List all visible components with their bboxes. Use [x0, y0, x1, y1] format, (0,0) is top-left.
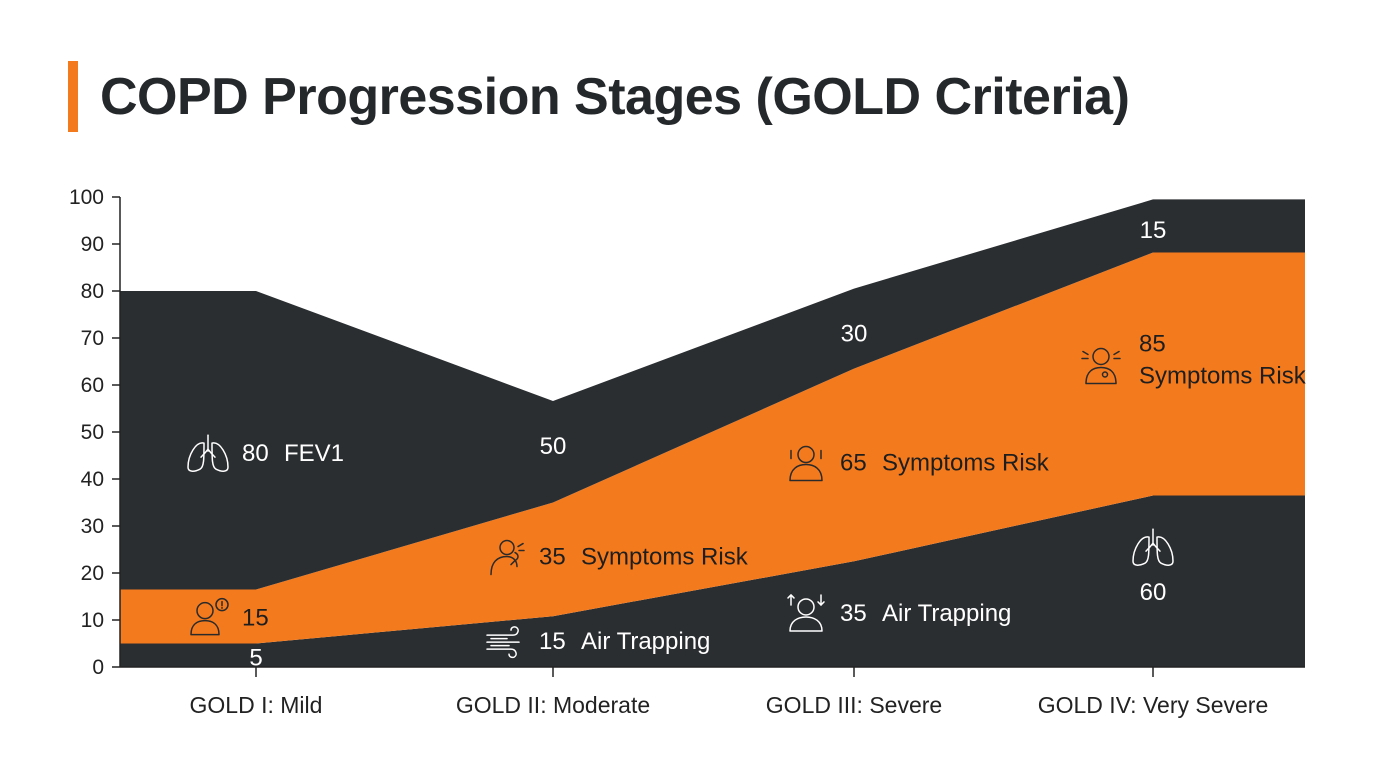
data-label-value: 50 [540, 433, 567, 460]
annotation-6: 30 [841, 320, 868, 347]
data-label-value: 35 [539, 544, 566, 571]
data-label-value: 80 [242, 440, 269, 467]
data-label-value: 85 [1139, 331, 1166, 358]
annotation-3: 50 [540, 433, 567, 460]
annotation-7: 65 Symptoms Risk [789, 445, 1050, 482]
data-label-value: 65 [840, 450, 867, 477]
y-tick-label-60: 60 [81, 374, 104, 397]
annotation-11 [1132, 528, 1174, 566]
lungs-icon [1132, 528, 1174, 566]
x-tick-label-2: GOLD III: Severe [766, 692, 942, 718]
annotation-9: 15 [1140, 217, 1167, 244]
person-arrows-icon [787, 594, 825, 632]
y-tick-label-70: 70 [81, 327, 104, 350]
data-label-value: 15 [1140, 217, 1167, 244]
area-series-2 [120, 199, 1305, 590]
annotation-8: 35 Air Trapping [787, 594, 1011, 632]
data-label-text: Symptoms Risk [882, 450, 1050, 477]
y-tick-label-50: 50 [81, 421, 104, 444]
annotation-2: 5 [249, 645, 262, 672]
person-breathing-icon [789, 445, 823, 482]
y-tick-label-100: 100 [69, 186, 104, 209]
title-accent-bar [68, 61, 78, 132]
lungs-icon [187, 434, 229, 472]
y-tick-label-20: 20 [81, 562, 104, 585]
x-tick-label-3: GOLD IV: Very Severe [1038, 692, 1269, 718]
y-tick-label-0: 0 [92, 656, 104, 679]
annotation-5: 15 Air Trapping [486, 626, 710, 659]
data-label-text: Symptoms Risk [1139, 363, 1307, 390]
data-label-value: 5 [249, 645, 262, 672]
data-label-text: Symptoms Risk [581, 544, 749, 571]
data-label-value: 60 [1140, 579, 1167, 606]
annotation-4: 35 Symptoms Risk [490, 539, 749, 576]
area-layers [120, 199, 1305, 667]
annotation-10: 85 Symptoms Risk [1081, 331, 1307, 390]
annotation-0: 80 FEV1 [187, 434, 344, 472]
chart-axes: 0 10 20 30 40 50 60 70 80 90 100 GOLD I: Mild GOLD I… [69, 186, 1305, 718]
wind-icon [486, 626, 520, 659]
data-label-value: 15 [242, 605, 269, 632]
data-label-text: Air Trapping [581, 628, 710, 655]
data-label-value: 15 [539, 628, 566, 655]
data-label-value: 35 [840, 600, 867, 627]
person-distress-icon [1081, 347, 1121, 385]
page-title: COPD Progression Stages (GOLD Criteria) [100, 68, 1130, 126]
person-alert-icon [190, 597, 229, 636]
annotation-12: 60 [1140, 579, 1167, 606]
data-label-value: 30 [841, 320, 868, 347]
area-series-1 [120, 252, 1305, 644]
y-tick-label-40: 40 [81, 468, 104, 491]
area-series-0 [120, 495, 1305, 667]
data-labels: 80 FEV1 15 5 50 35 Symptoms Risk 15 Air Trapping… [187, 217, 1307, 672]
annotation-1: 15 [190, 597, 269, 636]
y-tick-label-80: 80 [81, 280, 104, 303]
y-tick-label-90: 90 [81, 233, 104, 256]
x-tick-label-1: GOLD II: Moderate [456, 692, 650, 718]
y-tick-label-30: 30 [81, 515, 104, 538]
y-tick-label-10: 10 [81, 609, 104, 632]
coughing-person-icon [490, 539, 525, 576]
data-label-text: Air Trapping [882, 600, 1011, 627]
x-tick-label-0: GOLD I: Mild [190, 692, 323, 718]
data-label-text: FEV1 [284, 440, 344, 467]
